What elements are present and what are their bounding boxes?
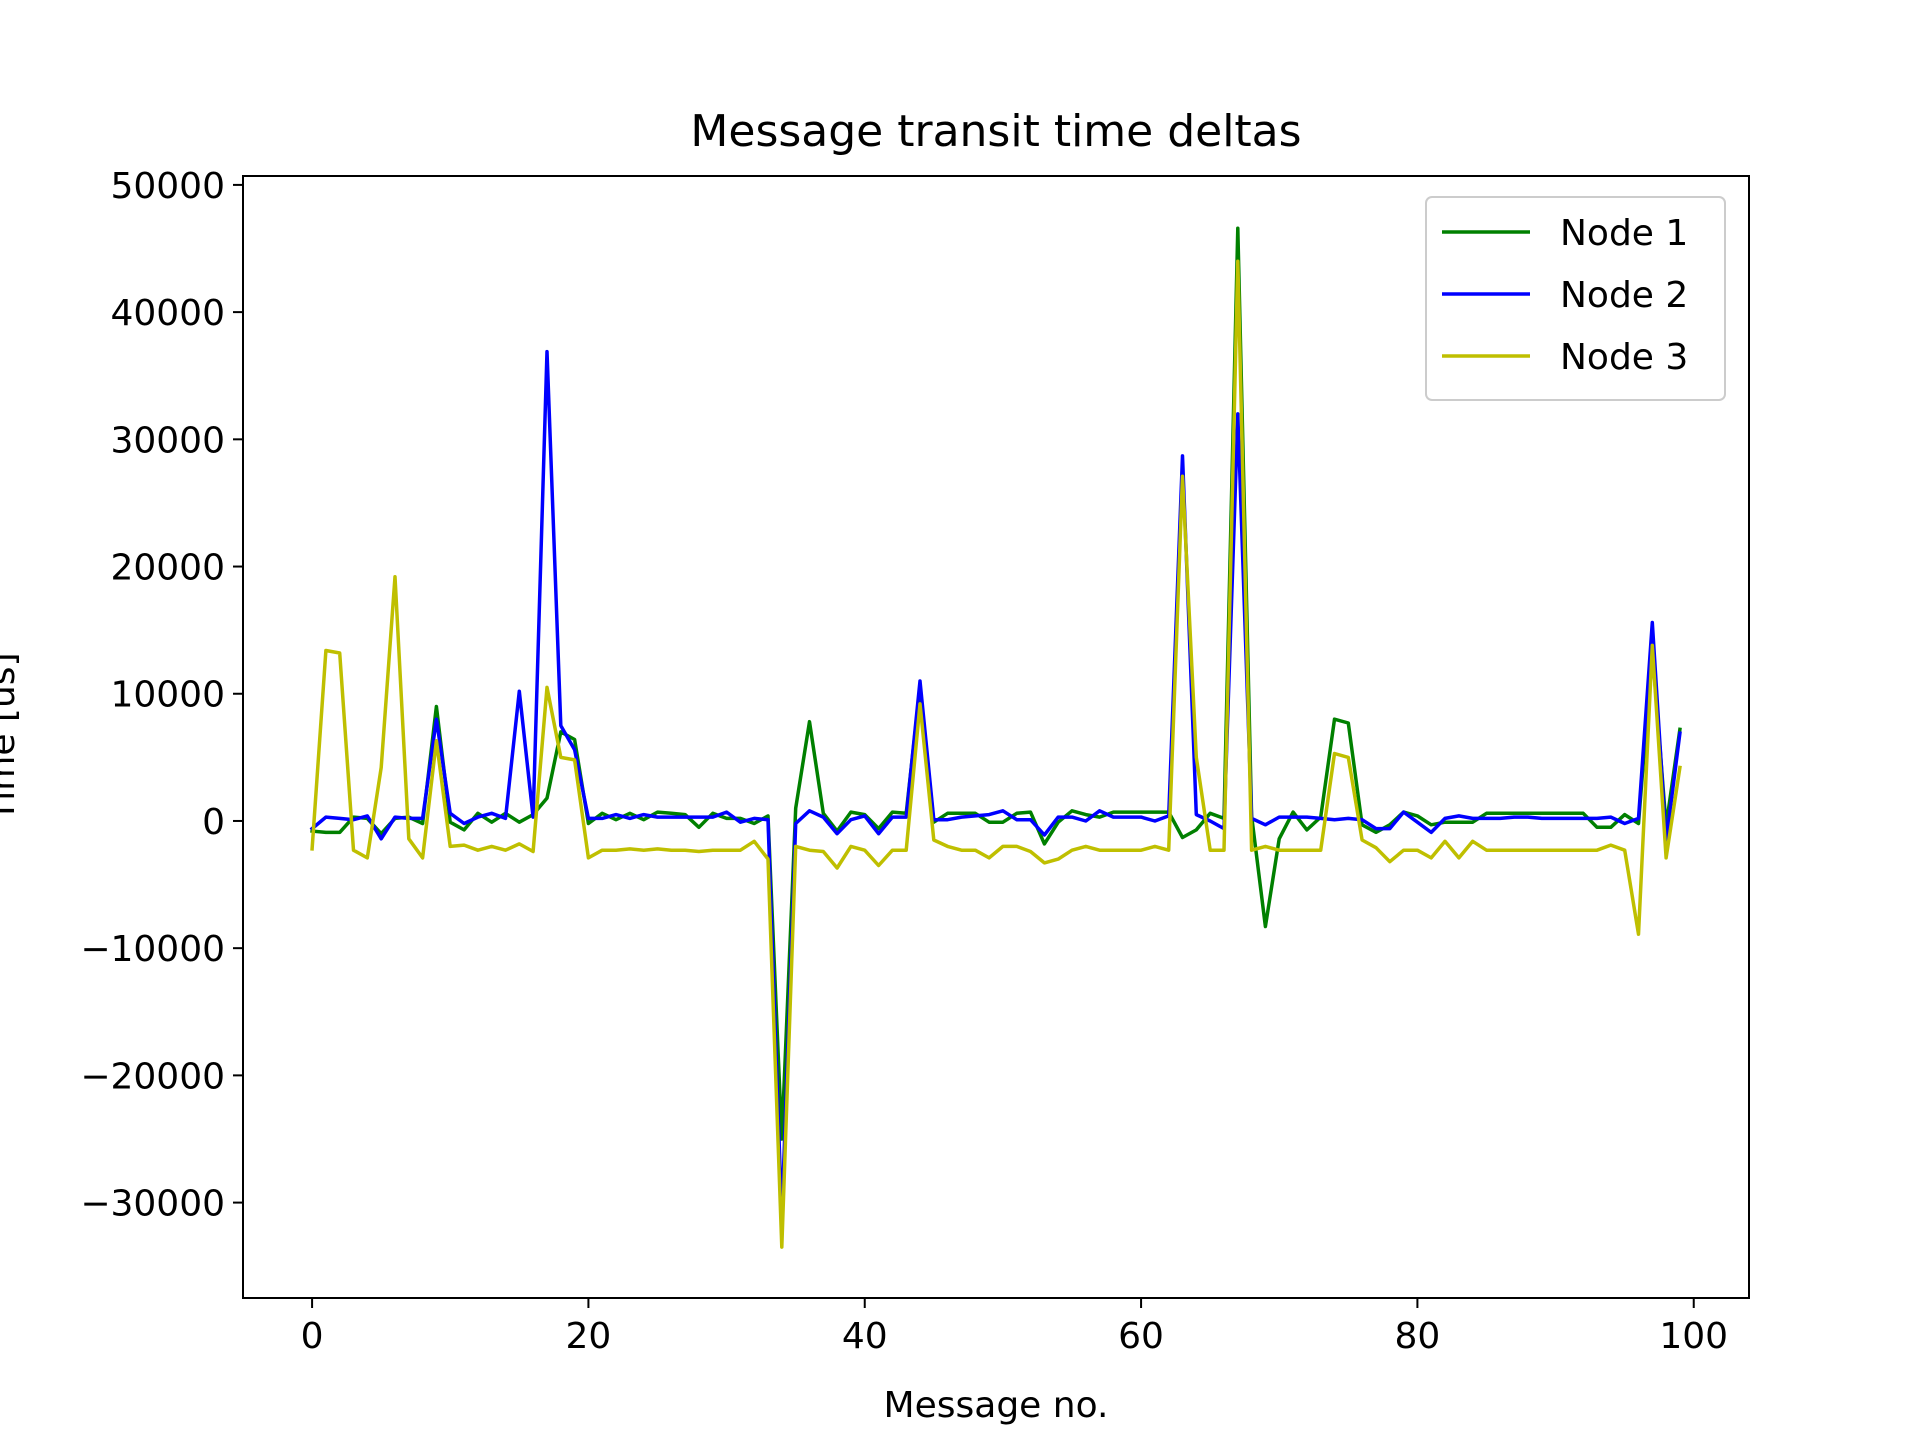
legend-label-2: Node 2: [1560, 275, 1688, 316]
x-tick-label: 40: [842, 1316, 888, 1357]
legend-entries: Node 1 Node 2 Node 3: [1442, 213, 1688, 378]
legend-frame: [1425, 196, 1726, 401]
axes-frame: [242, 175, 1750, 1299]
series-line-3: [310, 259, 1682, 1249]
y-tick-label: 50000: [110, 166, 225, 207]
x-tick-label: 80: [1394, 1316, 1440, 1357]
y-tick-label: −30000: [80, 1184, 225, 1225]
y-tick-label: 0: [202, 802, 225, 843]
chart-title: Message transit time deltas: [690, 106, 1301, 157]
x-axis-ticks: 0 20 40 60 80 100: [301, 1298, 1728, 1357]
y-tick-label: −10000: [80, 929, 225, 970]
x-tick-label: 60: [1118, 1316, 1164, 1357]
x-tick-label: 100: [1659, 1316, 1728, 1357]
x-tick-label: 20: [566, 1316, 612, 1357]
x-axis-label: Message no.: [884, 1385, 1109, 1426]
y-axis-ticks: −30000 −20000 −10000 0 10000 20000 30000 40000 5…: [80, 166, 243, 1225]
legend: Node 1 Node 2 Node 3: [1425, 196, 1726, 401]
series-layer: [309, 226, 1682, 1249]
y-tick-label: −20000: [80, 1056, 225, 1097]
y-tick-label: 10000: [110, 675, 225, 716]
series-line-2: [309, 349, 1682, 1221]
legend-label-3: Node 3: [1560, 337, 1688, 378]
series-line-1: [310, 226, 1682, 1141]
y-tick-label: 20000: [110, 548, 225, 589]
plot-area: [242, 175, 1750, 1299]
x-tick-label: 0: [301, 1316, 324, 1357]
legend-label-1: Node 1: [1560, 213, 1688, 254]
y-axis-label: Time [us]: [0, 652, 23, 822]
y-tick-label: 30000: [110, 420, 225, 461]
y-tick-label: 40000: [110, 293, 225, 334]
